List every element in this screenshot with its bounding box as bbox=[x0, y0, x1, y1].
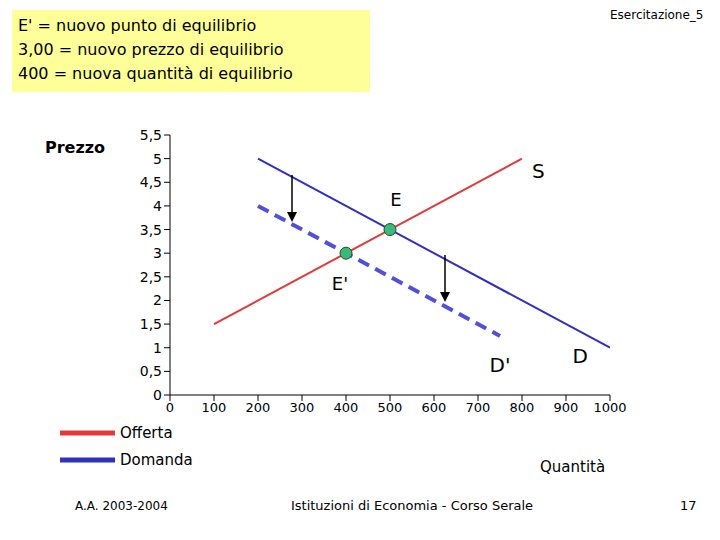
svg-text:900: 900 bbox=[554, 400, 579, 415]
svg-text:E: E bbox=[390, 189, 401, 210]
svg-text:A.A. 2003-2004: A.A. 2003-2004 bbox=[75, 499, 168, 513]
svg-text:400: 400 bbox=[334, 400, 359, 415]
svg-text:Quantità: Quantità bbox=[540, 458, 605, 476]
svg-text:5,5: 5,5 bbox=[140, 127, 162, 143]
svg-text:0,5: 0,5 bbox=[140, 363, 162, 379]
svg-text:0: 0 bbox=[153, 387, 162, 403]
svg-text:300: 300 bbox=[290, 400, 315, 415]
svg-text:17: 17 bbox=[680, 498, 697, 513]
svg-text:4,5: 4,5 bbox=[140, 174, 162, 190]
svg-text:200: 200 bbox=[246, 400, 271, 415]
svg-text:100: 100 bbox=[202, 400, 227, 415]
svg-text:E': E' bbox=[332, 273, 348, 294]
svg-text:1000: 1000 bbox=[593, 400, 626, 415]
svg-text:1,5: 1,5 bbox=[140, 316, 162, 332]
svg-text:500: 500 bbox=[378, 400, 403, 415]
svg-text:5: 5 bbox=[153, 151, 162, 167]
svg-text:800: 800 bbox=[510, 400, 535, 415]
svg-text:S: S bbox=[532, 159, 545, 183]
svg-text:3,5: 3,5 bbox=[140, 222, 162, 238]
svg-text:0: 0 bbox=[166, 400, 174, 415]
svg-text:600: 600 bbox=[422, 400, 447, 415]
svg-text:Istituzioni di Economia - Cors: Istituzioni di Economia - Corso Serale bbox=[291, 498, 533, 513]
html-text:3,00 = nuovo prezzo di equilib: 3,00 = nuovo prezzo di equilibrio bbox=[18, 40, 284, 59]
svg-text:4: 4 bbox=[153, 198, 162, 214]
html-text:Prezzo: Prezzo bbox=[45, 138, 106, 157]
svg-text:Offerta: Offerta bbox=[120, 424, 173, 442]
svg-text:1: 1 bbox=[153, 340, 162, 356]
svg-text:D: D bbox=[573, 344, 588, 368]
html-text:E' = nuovo punto di equilibrio: E' = nuovo punto di equilibrio bbox=[18, 16, 257, 35]
svg-text:3: 3 bbox=[153, 245, 162, 261]
svg-text:2,5: 2,5 bbox=[140, 269, 162, 285]
svg-text:Domanda: Domanda bbox=[120, 451, 193, 469]
svg-text:700: 700 bbox=[466, 400, 491, 415]
svg-text:D': D' bbox=[490, 353, 511, 377]
html-text:400 = nuova quantità di equili: 400 = nuova quantità di equilibrio bbox=[18, 64, 293, 83]
html-text:Esercitazione_5: Esercitazione_5 bbox=[610, 8, 704, 22]
svg-text:2: 2 bbox=[153, 292, 162, 308]
